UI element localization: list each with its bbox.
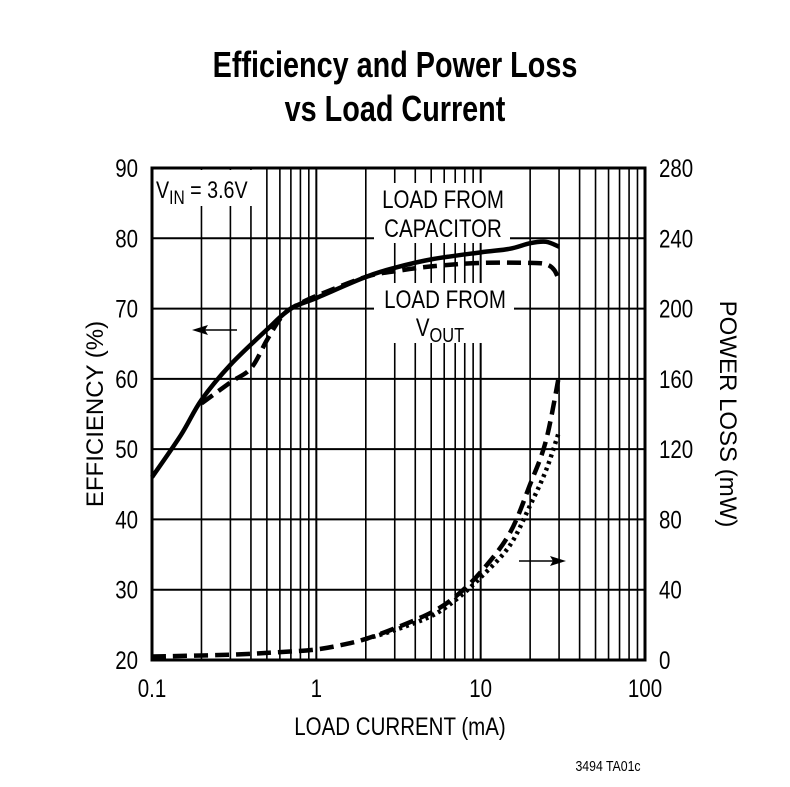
chart-title-line2-group: vs Load Current	[285, 88, 506, 129]
y-right-tick-label-group: 120	[659, 435, 693, 463]
y-right-axis-title: POWER LOSS (mW)	[714, 301, 741, 528]
y-left-tick-label: 20	[115, 646, 138, 674]
condition-label-bg	[153, 170, 265, 206]
y-left-tick-label-group: 70	[115, 295, 138, 323]
condition-sub: IN	[169, 187, 185, 209]
y-left-tick-label: 80	[115, 224, 138, 252]
x-tick-label-group: 10	[469, 674, 492, 702]
y-right-tick-label-group: 0	[659, 646, 670, 674]
vout-label-bg	[374, 283, 514, 343]
y-right-tick-label-group: 240	[659, 224, 693, 252]
y-left-axis-title: EFFICIENCY (%)	[82, 321, 109, 507]
chart-title-line1: Efficiency and Power Loss	[213, 44, 578, 85]
y-left-tick-label-group: 30	[115, 576, 138, 604]
annotation-vout-line1: LOAD FROM	[384, 285, 506, 313]
left-arrow-icon	[192, 325, 208, 335]
y-left-tick-label-group: 60	[115, 365, 138, 393]
series-2-right-dashed-line	[151, 374, 562, 659]
y-left-tick-label-group: 80	[115, 224, 138, 252]
y-left-axis-title-group: EFFICIENCY (%)	[82, 321, 109, 507]
annotation-capacitor-line1-group: LOAD FROM	[382, 185, 504, 213]
series-1-left-dashed-line	[200, 260, 562, 406]
y-right-tick-label: 240	[659, 224, 693, 252]
annotation-vout-line1-group: LOAD FROM	[384, 285, 506, 313]
y-left-tick-label-group: 40	[115, 505, 138, 533]
chart-title-line1-group: Efficiency and Power Loss	[213, 44, 578, 85]
right-arrow-icon	[550, 556, 566, 566]
annotation-vout-line2: VOUT	[416, 313, 464, 346]
y-left-tick-label: 70	[115, 295, 138, 323]
grid	[152, 168, 645, 660]
annotation-capacitor-line1: LOAD FROM	[382, 185, 504, 213]
y-right-tick-label: 80	[659, 505, 682, 533]
x-axis-title: LOAD CURRENT (mA)	[294, 712, 505, 740]
x-tick-label-group: 0.1	[138, 674, 166, 702]
y-right-tick-label-group: 80	[659, 505, 682, 533]
y-right-tick-label: 160	[659, 365, 693, 393]
figure-code-group: 3494 TA01c	[575, 758, 640, 774]
vout-sub: OUT	[430, 323, 465, 346]
x-tick-label: 1	[311, 674, 322, 702]
y-right-tick-label: 40	[659, 576, 682, 604]
figure-code: 3494 TA01c	[575, 758, 640, 774]
condition-main: V	[156, 176, 169, 203]
y-right-tick-label-group: 40	[659, 576, 682, 604]
y-right-tick-label: 200	[659, 295, 693, 323]
y-right-tick-label-group: 160	[659, 365, 693, 393]
series-0-left-solid-line	[150, 239, 560, 479]
plot-frame	[150, 166, 647, 662]
x-tick-label-group: 1	[311, 674, 322, 702]
y-left-tick-label-group: 20	[115, 646, 138, 674]
y-left-tick-label: 60	[115, 365, 138, 393]
x-tick-label: 0.1	[138, 674, 166, 702]
annotation-capacitor-line2-group: CAPACITOR	[384, 214, 502, 242]
capacitor-label-bg	[374, 183, 510, 243]
y-left-tick-label: 90	[115, 154, 138, 182]
y-right-tick-label-group: 280	[659, 154, 693, 182]
y-right-tick-label-group: 200	[659, 295, 693, 323]
condition-label: VIN = 3.6V	[156, 176, 248, 208]
annotation-capacitor-line2: CAPACITOR	[384, 214, 502, 242]
x-axis-title-group: LOAD CURRENT (mA)	[294, 712, 505, 740]
y-right-tick-label: 280	[659, 154, 693, 182]
y-left-tick-label-group: 90	[115, 154, 138, 182]
y-left-tick-label-group: 50	[115, 435, 138, 463]
y-left-tick-label: 40	[115, 505, 138, 533]
y-right-tick-label: 120	[659, 435, 693, 463]
y-right-axis-title-group: POWER LOSS (mW)	[714, 301, 741, 528]
vout-main: V	[416, 313, 430, 341]
y-left-tick-label: 50	[115, 435, 138, 463]
chart-title-line2: vs Load Current	[285, 88, 506, 129]
x-tick-label-group: 100	[628, 674, 662, 702]
y-right-tick-label: 0	[659, 646, 670, 674]
x-tick-label: 100	[628, 674, 662, 702]
x-tick-label: 10	[469, 674, 492, 702]
y-left-tick-label: 30	[115, 576, 138, 604]
condition-rest: = 3.6V	[185, 176, 248, 203]
